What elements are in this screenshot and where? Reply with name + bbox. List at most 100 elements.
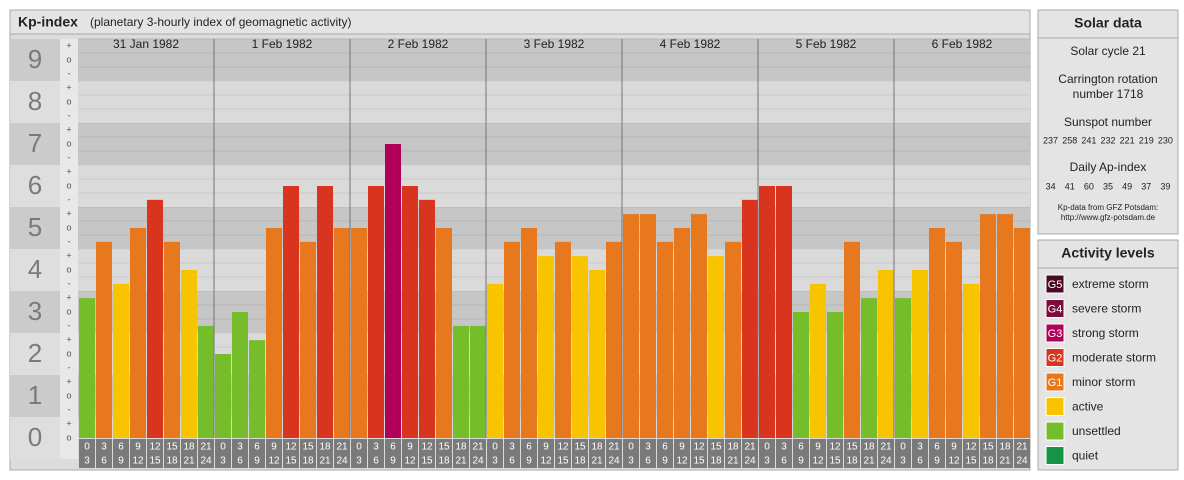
time-label: 15 [149, 456, 161, 467]
time-box [1014, 439, 1030, 468]
time-label: 24 [472, 456, 484, 467]
minor-label: - [68, 194, 71, 204]
day-label: 5 Feb 1982 [796, 37, 857, 51]
y-tick-label: 9 [28, 44, 42, 74]
legend-swatch [1045, 323, 1065, 343]
time-label: 3 [628, 456, 634, 467]
time-label: 12 [557, 442, 569, 453]
legend-badge: G1 [1048, 377, 1063, 389]
time-label: 0 [220, 442, 226, 453]
time-label: 12 [812, 456, 824, 467]
time-box [317, 439, 333, 468]
minor-label: + [66, 418, 71, 428]
time-box [79, 439, 95, 468]
bar [232, 312, 248, 438]
minor-label: - [68, 362, 71, 372]
minor-label: - [68, 278, 71, 288]
bar [572, 256, 588, 438]
time-label: 12 [285, 442, 297, 453]
time-label: 18 [982, 456, 994, 467]
bar [742, 199, 758, 438]
minor-label: + [66, 40, 71, 50]
bar [436, 228, 452, 438]
solar-number: 49 [1122, 181, 1132, 191]
carrington: number 1718 [1073, 87, 1144, 101]
time-label: 18 [727, 442, 739, 453]
label-band [10, 291, 60, 333]
day-label: 2 Feb 1982 [388, 37, 449, 51]
solar-number: 241 [1081, 135, 1096, 145]
time-label: 18 [438, 456, 450, 467]
minor-label: o [66, 432, 71, 442]
time-label: 21 [472, 442, 484, 453]
bar [725, 241, 741, 438]
solar-number: 34 [1046, 181, 1056, 191]
time-box [691, 439, 707, 468]
bar [895, 298, 911, 438]
legend-label: moderate storm [1072, 351, 1156, 365]
time-label: 9 [934, 456, 940, 467]
time-label: 6 [662, 442, 668, 453]
time-label: 15 [574, 442, 586, 453]
bar [691, 214, 707, 438]
time-box [606, 439, 622, 468]
bar [1014, 228, 1030, 438]
bar [538, 256, 554, 438]
time-label: 21 [880, 442, 892, 453]
time-label: 21 [727, 456, 739, 467]
minor-label: + [66, 376, 71, 386]
time-label: 0 [356, 442, 362, 453]
time-label: 6 [917, 456, 923, 467]
time-box [538, 439, 554, 468]
bar [963, 283, 979, 438]
time-label: 21 [1016, 442, 1028, 453]
time-box [674, 439, 690, 468]
time-label: 3 [645, 442, 651, 453]
time-label: 3 [356, 456, 362, 467]
y-tick-label: 2 [28, 338, 42, 368]
time-box [946, 439, 962, 468]
band [78, 165, 1030, 207]
source: Kp-data from GFZ Potsdam: [1058, 203, 1158, 212]
time-label: 24 [200, 456, 212, 467]
time-label: 9 [118, 456, 124, 467]
label-band [10, 39, 60, 81]
y-tick-label: 5 [28, 212, 42, 242]
time-label: 18 [863, 442, 875, 453]
minor-band [60, 291, 78, 333]
time-box [657, 439, 673, 468]
carrington: Carrington rotation [1058, 72, 1157, 86]
bar [113, 283, 129, 438]
time-label: 3 [101, 442, 107, 453]
time-label: 24 [1016, 456, 1028, 467]
time-label: 18 [591, 442, 603, 453]
minor-label: o [66, 96, 71, 106]
time-label: 21 [608, 442, 620, 453]
time-box [487, 439, 503, 468]
time-box [725, 439, 741, 468]
bar [419, 199, 435, 438]
day-label: 31 Jan 1982 [113, 37, 179, 51]
bar [521, 228, 537, 438]
time-label: 18 [455, 442, 467, 453]
label-band [10, 81, 60, 123]
solar-number: 37 [1141, 181, 1151, 191]
time-box [368, 439, 384, 468]
legend-label: strong storm [1072, 326, 1139, 340]
time-box [878, 439, 894, 468]
time-label: 18 [574, 456, 586, 467]
bar [96, 241, 112, 438]
legend-label: active [1072, 400, 1104, 414]
bar [385, 144, 401, 438]
minor-label: o [66, 348, 71, 358]
bar [402, 186, 418, 438]
time-label: 12 [948, 456, 960, 467]
legend-label: extreme storm [1072, 277, 1149, 291]
time-box [895, 439, 911, 468]
minor-label: + [66, 166, 71, 176]
bar [351, 228, 367, 438]
solar-number: 221 [1120, 135, 1135, 145]
chart-title: Kp-index [18, 14, 78, 30]
solar-number: 258 [1062, 135, 1077, 145]
